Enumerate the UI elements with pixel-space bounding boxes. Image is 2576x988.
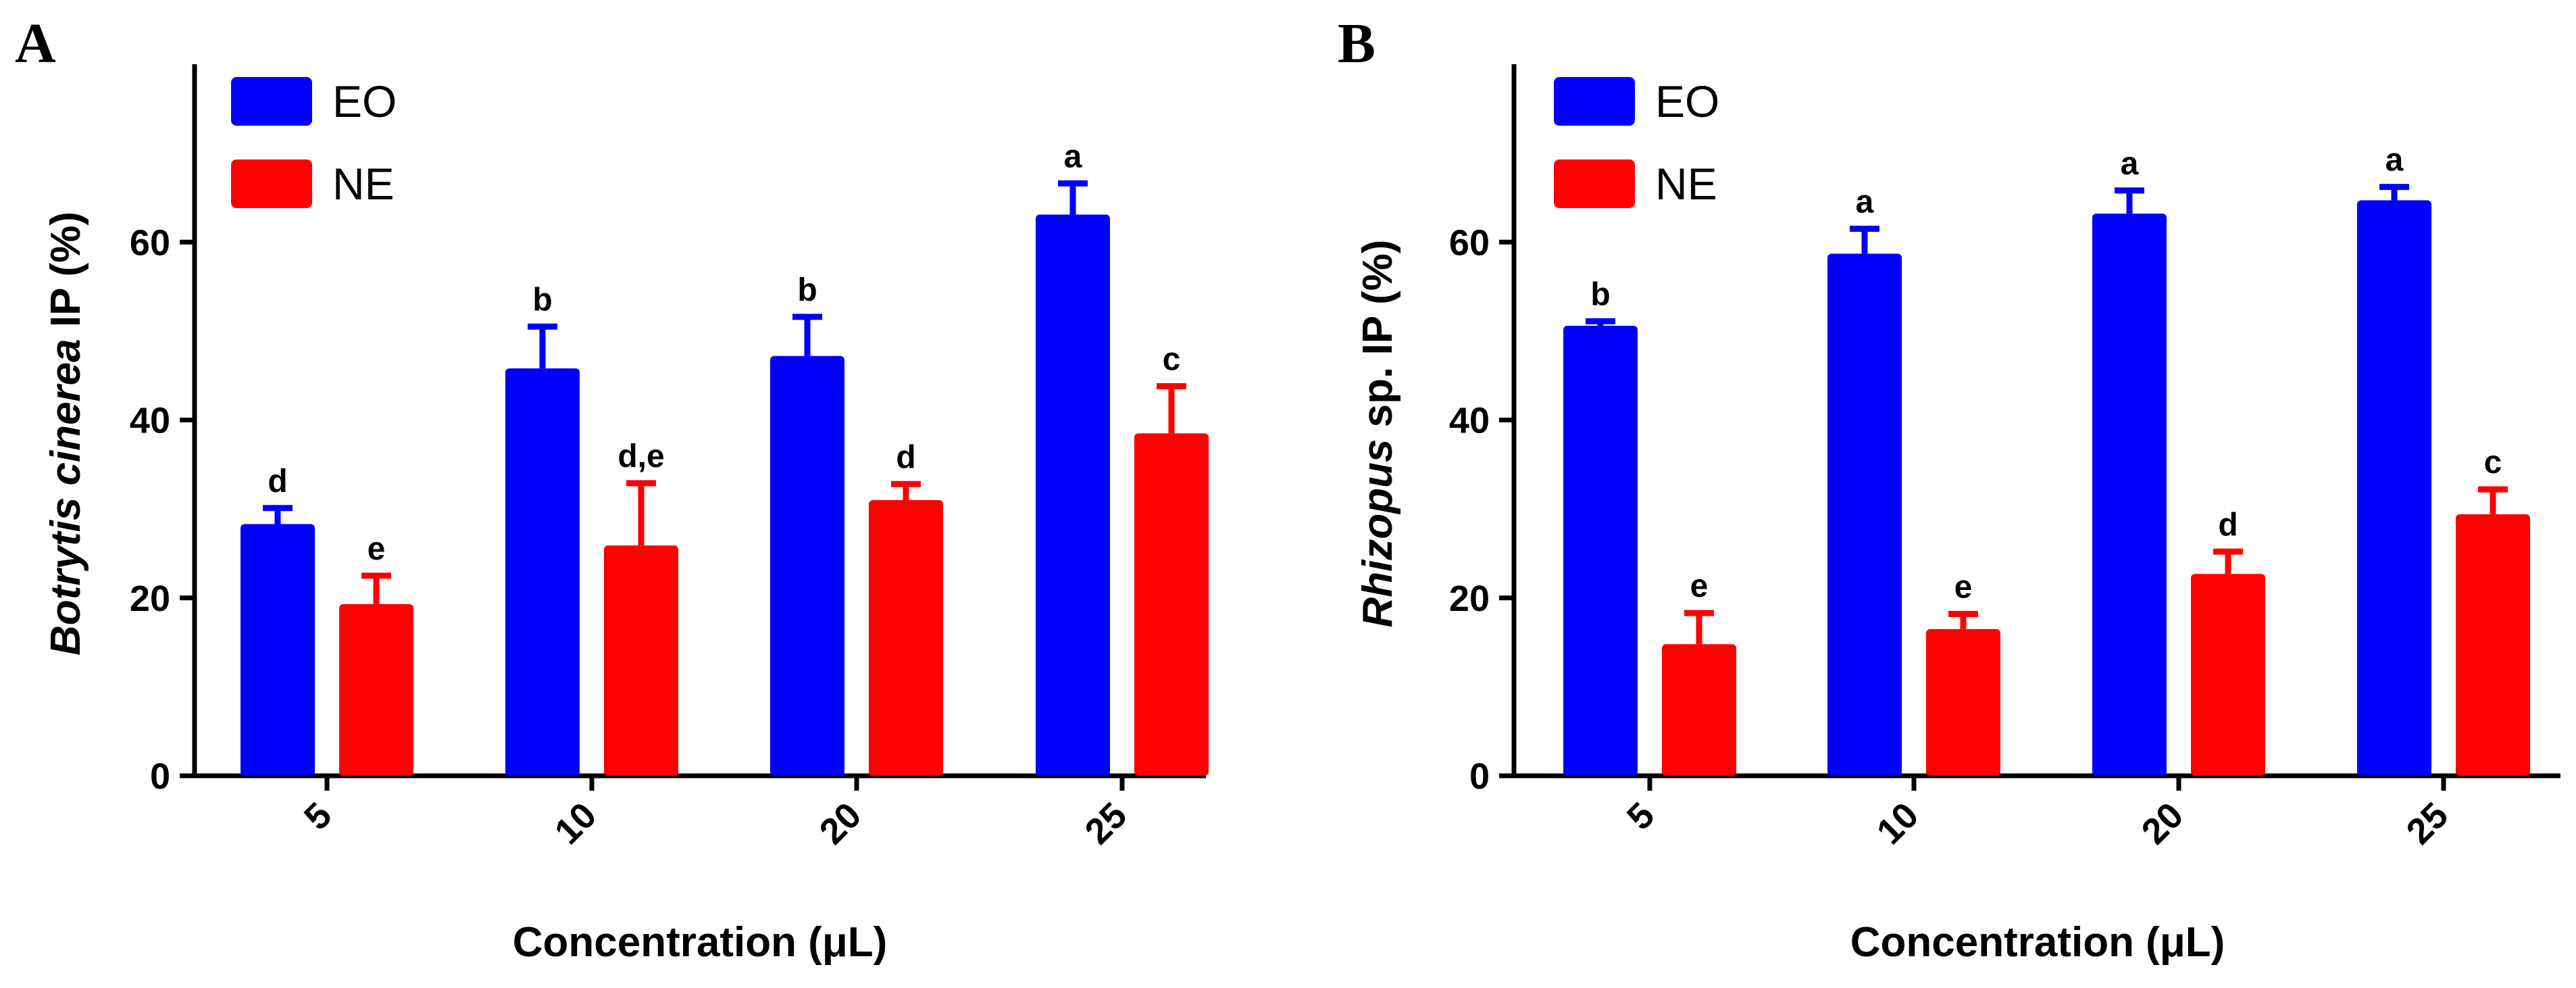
significance-label: a: [2121, 146, 2139, 182]
bar-ne: [2191, 574, 2265, 776]
bar-ne: [1926, 628, 2000, 776]
legend-label-ne: NE: [332, 159, 395, 209]
bar-ne: [2456, 514, 2530, 776]
x-tick-label: 25: [2399, 795, 2456, 852]
significance-label: b: [1590, 276, 1610, 312]
bar-eo: [505, 368, 580, 776]
bar-ne: [604, 545, 678, 776]
chart-panel-b: B 0 20 40 60 5 10 20 25 b a a a e e d c EO NE Rhizopus sp. …: [1338, 12, 2560, 966]
y-tick-label: 0: [150, 756, 170, 797]
significance-label: b: [797, 272, 817, 308]
y-tick-label: 20: [130, 578, 170, 619]
significance-label: d: [268, 464, 287, 499]
y-tick-label: 40: [1449, 401, 1490, 441]
y-axis-title-italic: Botrytis cinerea: [43, 339, 89, 656]
significance-label: e: [368, 531, 386, 567]
significance-label: a: [2385, 143, 2404, 178]
legend-swatch-ne: [1554, 159, 1635, 208]
y-tick-label: 20: [1449, 578, 1490, 619]
legend-label-eo: EO: [1655, 76, 1719, 126]
y-axis-title: Rhizopus sp. IP (%): [1355, 239, 1401, 627]
y-axis-title-rest: sp. IP (%): [1355, 239, 1401, 439]
y-axis-title-italic: Rhizopus: [1355, 439, 1401, 628]
significance-label: e: [1954, 569, 1973, 605]
x-tick-label: 5: [1619, 795, 1663, 838]
y-axis-title-rest: IP (%): [43, 212, 89, 339]
significance-label: d,e: [617, 439, 664, 474]
bar-ne: [1134, 433, 1209, 776]
legend-label-eo: EO: [332, 76, 397, 126]
y-tick-label: 60: [1449, 222, 1490, 263]
legend-swatch-eo: [231, 77, 312, 126]
significance-label: e: [1690, 568, 1709, 604]
y-tick-label: 40: [130, 401, 170, 441]
panel-letter: A: [15, 12, 56, 75]
significance-label: a: [1064, 139, 1082, 174]
y-axis-title: Botrytis cinerea IP (%): [43, 212, 89, 656]
x-axis-title: Concentration (μL): [513, 919, 888, 966]
x-axis-title: Concentration (μL): [1850, 919, 2225, 966]
bar-eo: [2092, 214, 2167, 776]
x-tick-label: 20: [2134, 795, 2192, 852]
bar-eo: [2357, 200, 2431, 776]
significance-label: c: [1163, 341, 1181, 377]
bar-eo: [241, 524, 315, 776]
x-tick-label: 25: [1078, 795, 1135, 852]
bar-eo: [770, 355, 844, 776]
chart-panel-a: A 0 20 40 60 5 10 20 25 d b b a e d,e d c EO NE Botrytis ci…: [15, 12, 1209, 966]
bar-ne: [339, 603, 413, 776]
x-tick-label: 5: [297, 795, 340, 838]
y-tick-label: 60: [130, 222, 170, 263]
significance-label: d: [2218, 507, 2238, 543]
significance-label: c: [2484, 445, 2502, 480]
significance-label: a: [1856, 184, 1874, 220]
bar-ne: [869, 499, 943, 776]
x-tick-label: 20: [812, 795, 869, 852]
legend-swatch-ne: [231, 159, 312, 208]
bar-eo: [1563, 325, 1638, 776]
bar-eo: [1036, 214, 1110, 776]
bar-eo: [1827, 253, 1902, 776]
x-tick-label: 10: [1869, 795, 1927, 852]
bar-ne: [1662, 644, 1736, 776]
legend-label-ne: NE: [1655, 159, 1717, 209]
legend-swatch-eo: [1554, 77, 1635, 126]
significance-label: b: [532, 282, 552, 318]
y-tick-label: 0: [1469, 756, 1490, 797]
significance-label: d: [896, 439, 915, 475]
x-tick-label: 10: [547, 795, 605, 852]
panel-letter: B: [1338, 12, 1375, 75]
